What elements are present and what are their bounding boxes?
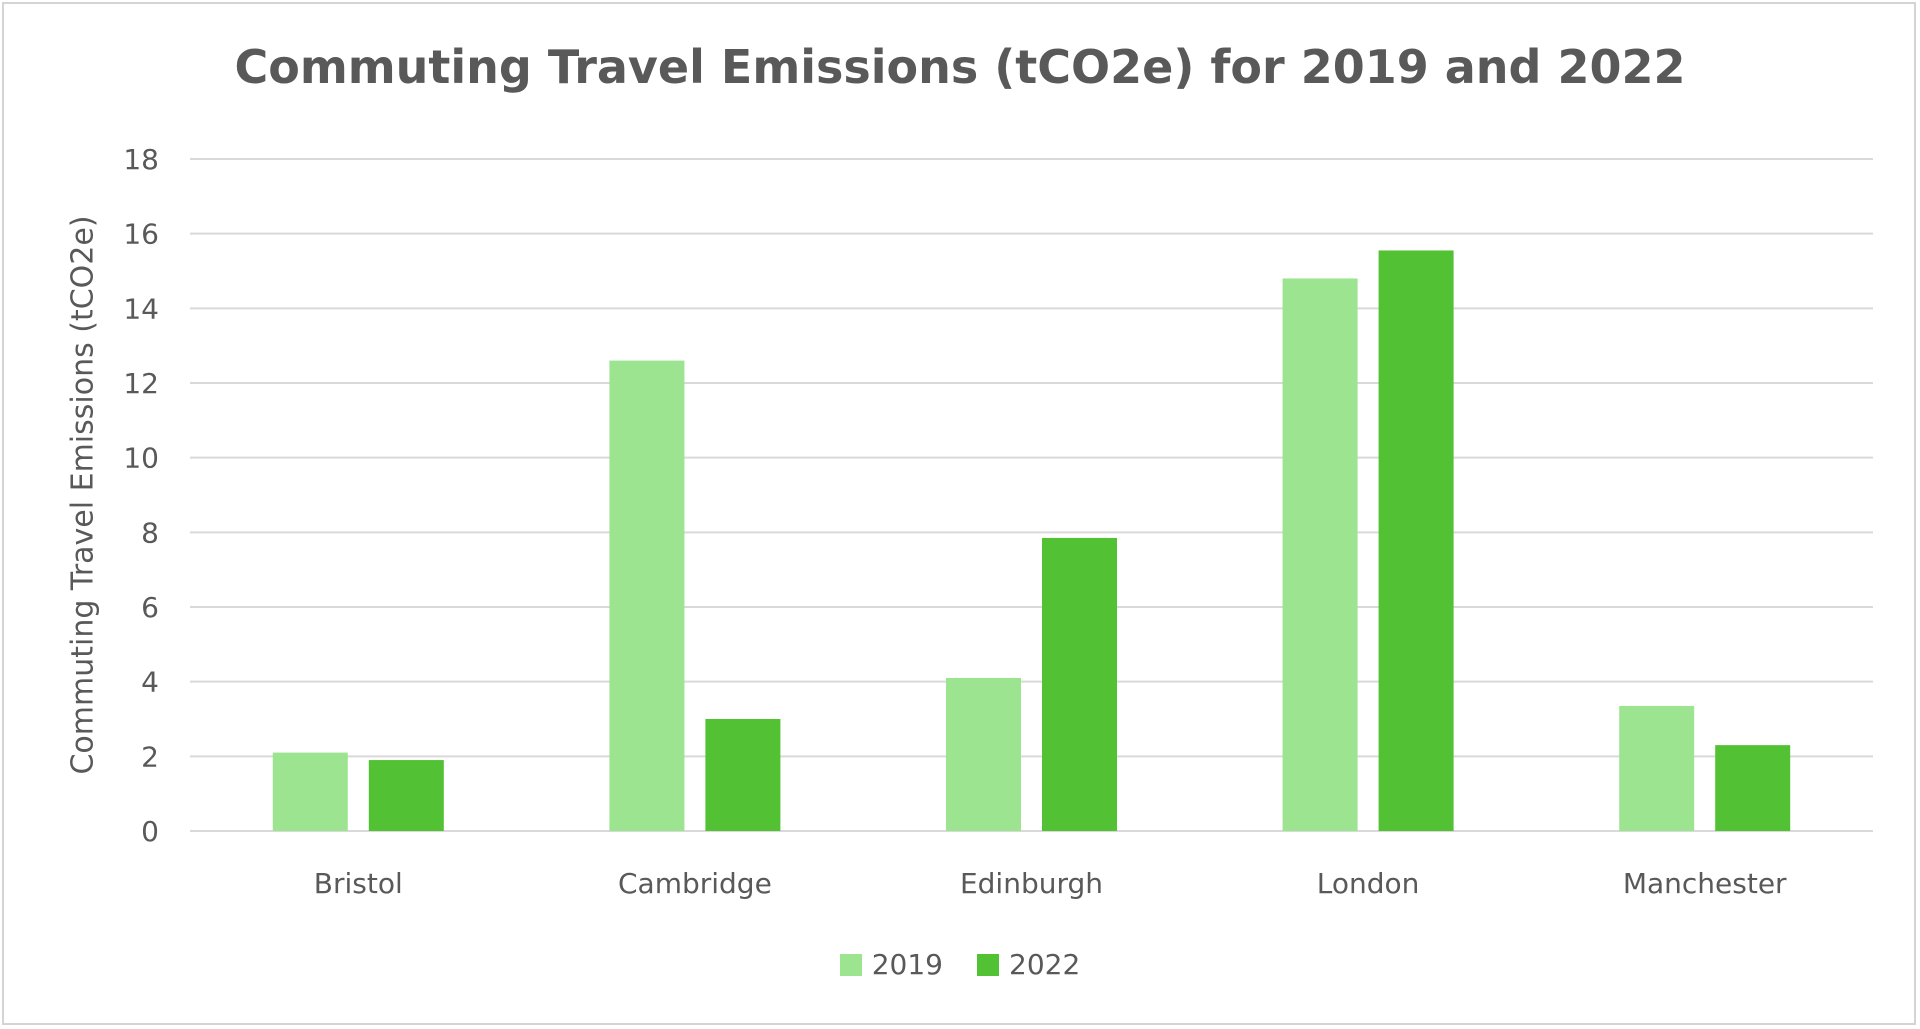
x-tick-label: Manchester [1623, 867, 1787, 900]
x-tick-label: Cambridge [618, 867, 772, 900]
bar-2019-london [1282, 278, 1358, 831]
legend-label-2019: 2019 [871, 948, 943, 981]
bar-2019-bristol [272, 752, 348, 831]
y-tick-label: 14 [123, 292, 159, 325]
x-tick-label: Edinburgh [960, 867, 1103, 900]
y-tick-label: 0 [141, 815, 159, 848]
legend-label-2022: 2022 [1009, 948, 1081, 981]
y-tick-label: 6 [141, 591, 159, 624]
y-tick-label: 4 [141, 666, 159, 699]
x-tick-label: Bristol [314, 867, 403, 900]
y-tick-label: 16 [123, 218, 159, 251]
legend-item-2019: 2019 [839, 948, 943, 981]
y-tick-label: 10 [123, 442, 159, 475]
bar-2022-cambridge [705, 719, 781, 831]
legend-item-2022: 2022 [977, 948, 1080, 981]
y-tick-label: 8 [141, 516, 159, 549]
chart-title: Commuting Travel Emissions (tCO2e) for 2… [234, 40, 1686, 94]
bar-2019-manchester [1619, 705, 1695, 831]
bar-2019-edinburgh [946, 677, 1021, 831]
y-tick-label: 18 [123, 143, 159, 176]
x-tick-label: London [1317, 867, 1420, 900]
bar-2022-bristol [368, 760, 444, 831]
bar-2022-edinburgh [1042, 537, 1117, 831]
legend: 2019 2022 [0, 948, 1920, 981]
bar-2022-manchester [1715, 745, 1791, 831]
bar-2022-london [1378, 250, 1454, 831]
y-tick-label: 12 [123, 367, 159, 400]
bar-2019-cambridge [609, 360, 685, 831]
y-tick-label: 2 [141, 740, 159, 773]
legend-swatch-2019 [839, 953, 862, 976]
legend-swatch-2022 [977, 953, 999, 976]
